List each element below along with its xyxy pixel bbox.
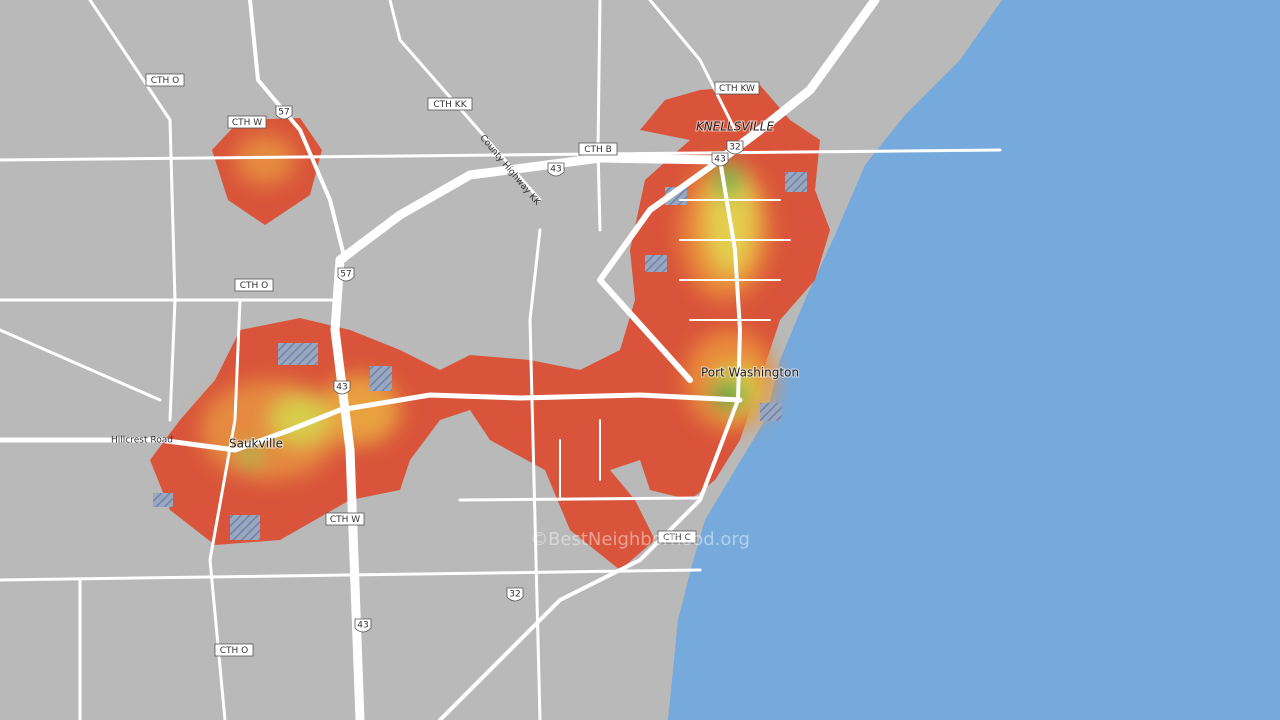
watermark: ©BestNeighborhood.org: [530, 529, 750, 550]
route-box: [714, 81, 760, 95]
route-shield: [547, 162, 565, 177]
shield-label: 32: [729, 143, 740, 153]
route-shield: [711, 152, 729, 167]
shield-label: 43: [336, 383, 347, 393]
route-label: CTH KK: [433, 100, 467, 110]
route-box: [657, 530, 697, 544]
road-name: Hillcrest Road: [111, 436, 173, 446]
route-shield: [726, 140, 744, 155]
route-shield: [337, 267, 355, 282]
route-label: CTH O: [240, 281, 269, 291]
shield-label: 43: [357, 621, 368, 631]
route-box: [325, 512, 365, 526]
route-label: CTH B: [584, 145, 612, 155]
route-label: CTH W: [232, 118, 262, 128]
roads: [0, 0, 1002, 720]
shield-label: 32: [509, 590, 520, 600]
route-box: [214, 643, 254, 657]
shield-label: 43: [550, 165, 561, 175]
shield-label: 57: [340, 270, 351, 280]
route-shield: [333, 380, 351, 395]
shield-label: 43: [714, 155, 725, 165]
route-box: [578, 142, 618, 156]
route-box: [427, 97, 473, 111]
route-shield: [506, 587, 524, 602]
place-name: Saukville: [229, 437, 283, 451]
shield-label: 57: [278, 108, 289, 118]
route-label: CTH O: [220, 646, 249, 656]
route-shield: [354, 618, 372, 633]
route-box: [234, 278, 274, 292]
route-box: [145, 73, 185, 87]
route-label: CTH KW: [719, 84, 755, 94]
route-shield: [275, 105, 293, 120]
lake: [668, 0, 1280, 720]
place-name: KNELLSVILLE: [696, 120, 775, 134]
route-label: CTH O: [151, 76, 180, 86]
route-label: CTH C: [663, 533, 691, 543]
route-label: CTH W: [330, 515, 360, 525]
route-box: [227, 115, 267, 129]
place-name: Port Washington: [701, 366, 799, 380]
